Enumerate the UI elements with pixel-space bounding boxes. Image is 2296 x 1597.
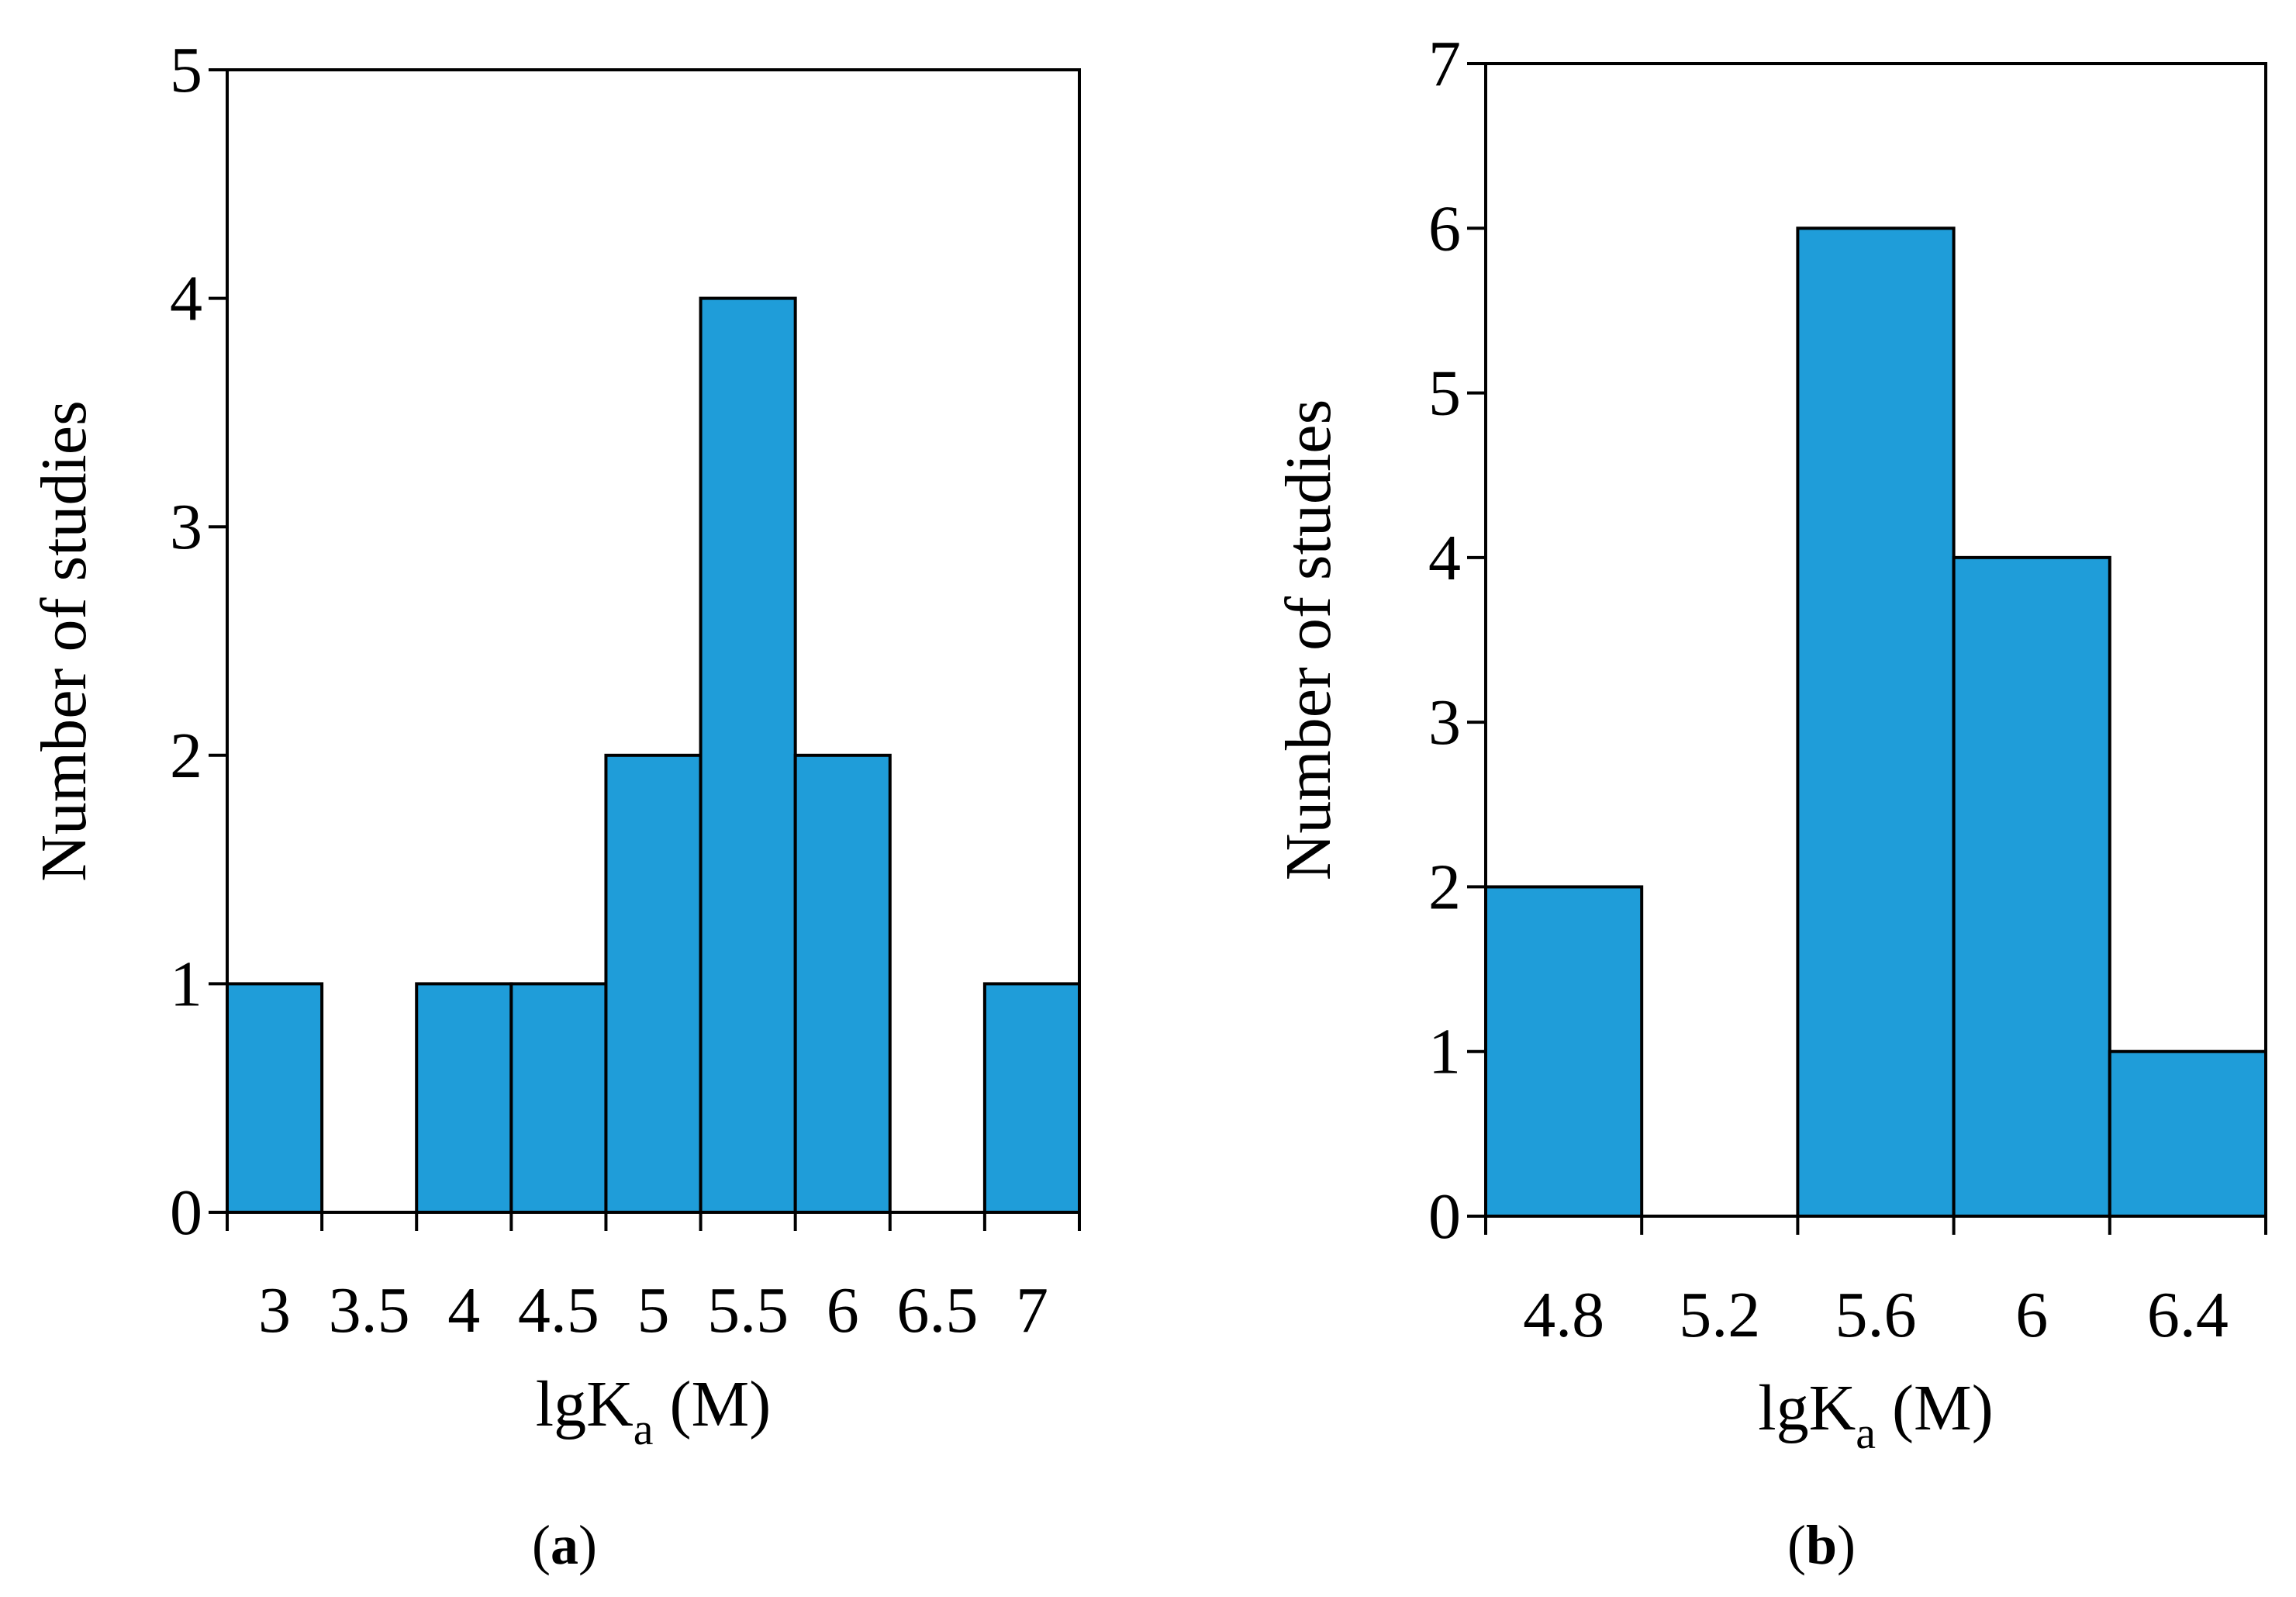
plot-frame — [226, 68, 1081, 1214]
bar — [699, 296, 797, 1215]
panel-label-letter: b — [1806, 1514, 1837, 1576]
panel-label-close: ) — [1837, 1514, 1856, 1576]
bar — [604, 753, 703, 1214]
panel-label-close: ) — [578, 1514, 597, 1576]
bar — [1952, 555, 2111, 1218]
panel-label-letter: a — [551, 1514, 578, 1576]
bar — [226, 982, 324, 1215]
x-tick-label: 4.8 — [1523, 1279, 1604, 1351]
x-axis-label-main: lgK — [536, 1368, 634, 1440]
y-tick-label: 0 — [1428, 1180, 1461, 1253]
x-axis-label-unit: (M) — [654, 1368, 772, 1440]
x-tick-label: 6 — [827, 1274, 859, 1346]
bar — [509, 982, 608, 1215]
x-axis-label-main: lgK — [1758, 1372, 1856, 1444]
plot-frame — [1484, 62, 2267, 1218]
x-tick-label: 5.5 — [707, 1274, 789, 1346]
x-tick-label: 6 — [2015, 1279, 2048, 1351]
bar — [982, 982, 1082, 1215]
x-tick-label: 5 — [637, 1274, 670, 1346]
bar — [1484, 885, 1644, 1218]
panel-label: (a) — [532, 1514, 597, 1576]
x-tick-label: 7 — [1016, 1274, 1048, 1346]
bar — [415, 982, 513, 1215]
bar — [2108, 1049, 2268, 1218]
bar — [1796, 226, 1956, 1218]
y-tick-label: 3 — [170, 491, 202, 563]
y-tick-label: 1 — [1428, 1016, 1461, 1088]
x-tick-label: 5.6 — [1835, 1279, 1917, 1351]
panel-label-open: ( — [532, 1514, 551, 1576]
y-tick-label: 5 — [1428, 358, 1461, 430]
bar — [793, 753, 892, 1214]
y-tick-label: 7 — [1428, 28, 1461, 100]
y-tick-label: 2 — [1428, 851, 1461, 923]
y-tick-label: 1 — [170, 948, 202, 1020]
y-tick-label: 0 — [170, 1177, 202, 1249]
y-axis-label: Number of studies — [1272, 399, 1345, 881]
y-tick-label: 2 — [170, 720, 202, 792]
x-tick-label: 3.5 — [329, 1274, 410, 1346]
y-tick-label: 3 — [1428, 686, 1461, 759]
y-tick-label: 4 — [170, 263, 202, 335]
x-axis-label-unit: (M) — [1876, 1372, 1994, 1444]
x-axis-label: lgKa (M) — [1758, 1372, 1993, 1458]
x-tick-label: 4 — [447, 1274, 480, 1346]
x-tick-label: 6.4 — [2147, 1279, 2229, 1351]
x-axis-label: lgKa (M) — [536, 1368, 771, 1454]
histogram-panel-b: 0 1 2 3 4 5 6 7 4.8 5.2 5.6 6 6.4 lgKa (M) Number of s… — [1272, 28, 2268, 1576]
y-tick-label: 4 — [1428, 522, 1461, 594]
x-tick-label: 6.5 — [896, 1274, 978, 1346]
x-tick-label: 3 — [258, 1274, 291, 1346]
x-axis-label-subscript: a — [1856, 1408, 1876, 1458]
x-tick-label: 5.2 — [1679, 1279, 1760, 1351]
y-tick-label: 6 — [1428, 192, 1461, 264]
panel-label: (b) — [1787, 1514, 1856, 1576]
panel-label-open: ( — [1787, 1514, 1806, 1576]
x-tick-label: 4.5 — [518, 1274, 599, 1346]
y-tick-label: 5 — [170, 34, 202, 106]
y-axis-label: Number of studies — [28, 400, 100, 882]
x-axis-label-subscript: a — [634, 1404, 654, 1454]
